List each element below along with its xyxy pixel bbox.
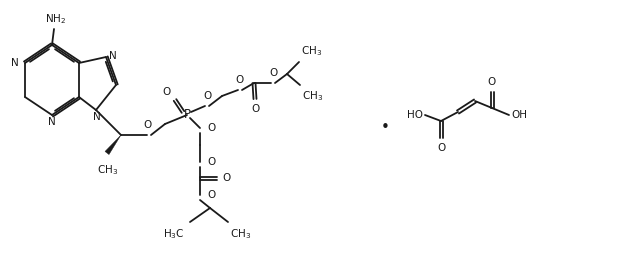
Text: P: P [184,108,191,122]
Text: O: O [252,104,260,114]
Text: N: N [12,58,19,68]
Text: O: O [236,75,244,85]
Text: O: O [207,190,215,200]
Text: N: N [93,112,101,122]
Text: HO: HO [407,110,423,120]
Text: CH$_3$: CH$_3$ [97,163,118,177]
Text: O: O [144,120,152,130]
Text: •: • [381,121,389,135]
Text: N: N [48,117,56,127]
Text: H$_3$C: H$_3$C [163,227,185,241]
Text: O: O [487,77,495,87]
Text: CH$_3$: CH$_3$ [302,89,323,103]
Text: CH$_3$: CH$_3$ [301,44,322,58]
Polygon shape [105,135,121,154]
Text: NH$_2$: NH$_2$ [45,12,67,26]
Text: OH: OH [511,110,527,120]
Text: O: O [207,123,215,133]
Text: O: O [438,143,446,153]
Text: N: N [109,51,116,61]
Text: CH$_3$: CH$_3$ [230,227,252,241]
Text: O: O [269,68,277,78]
Text: O: O [207,157,215,167]
Text: O: O [163,87,171,97]
Text: O: O [222,173,230,183]
Text: O: O [203,91,211,101]
